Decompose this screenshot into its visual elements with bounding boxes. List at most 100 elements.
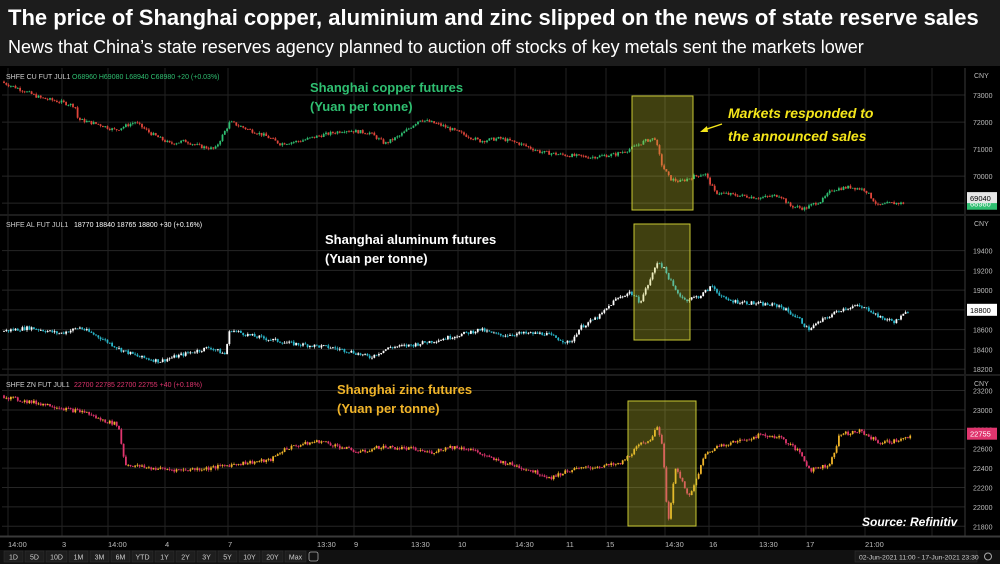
range-button-label[interactable]: YTD	[136, 555, 150, 562]
candle-body	[810, 204, 813, 206]
range-button-label[interactable]: 10Y	[243, 555, 256, 562]
candle-body	[357, 452, 360, 453]
candle-body	[541, 475, 544, 477]
candle-body	[734, 300, 737, 303]
candle-body	[44, 331, 47, 333]
candle-body	[396, 136, 399, 138]
candle-body	[771, 195, 774, 197]
candle-body	[244, 335, 247, 336]
candle-body	[357, 353, 360, 355]
candle-body	[56, 331, 58, 334]
candle-body	[83, 119, 86, 123]
candle-body	[26, 326, 28, 331]
candle-body	[350, 131, 353, 133]
candle-body	[605, 463, 608, 466]
range-button-10d[interactable]	[45, 550, 68, 563]
candle-body	[173, 143, 176, 145]
candle-body	[235, 330, 238, 332]
range-button-label[interactable]: 1D	[9, 555, 18, 562]
range-button-2y[interactable]	[175, 550, 196, 563]
candle-body	[483, 328, 486, 332]
candle-body	[755, 198, 757, 200]
range-button-label[interactable]: 3Y	[202, 555, 211, 562]
candle-body	[141, 465, 143, 467]
candle-body	[249, 461, 251, 464]
candle-body	[571, 153, 573, 158]
candle-body	[815, 467, 817, 469]
candle-body	[447, 336, 449, 340]
candle-body	[695, 175, 698, 176]
candle-body	[276, 140, 279, 144]
candle-body	[833, 311, 836, 315]
candle-body	[693, 485, 695, 492]
range-button-label[interactable]: 1M	[74, 555, 84, 562]
candle-body	[522, 143, 525, 145]
range-button-max[interactable]	[284, 550, 307, 563]
candle-body	[127, 350, 130, 354]
range-button-6m[interactable]	[110, 550, 131, 563]
range-button-3y[interactable]	[196, 550, 217, 563]
candle-body	[221, 134, 224, 142]
candle-body	[716, 289, 718, 293]
candle-body	[336, 348, 339, 350]
range-button-1y[interactable]	[154, 550, 175, 563]
candle-body	[718, 446, 721, 447]
candle-body	[302, 140, 304, 142]
candle-body	[72, 103, 74, 108]
range-button-3m[interactable]	[89, 550, 110, 563]
candle-body	[26, 400, 28, 404]
range-button-label[interactable]: 5D	[30, 555, 39, 562]
settings-gear-icon[interactable]	[984, 552, 992, 561]
candle-body	[626, 151, 629, 153]
range-button-label[interactable]: 5Y	[223, 555, 232, 562]
range-button-label[interactable]: 20Y	[266, 555, 279, 562]
candle-body	[187, 142, 189, 144]
range-button-label[interactable]: 3M	[95, 555, 105, 562]
candle-body	[396, 448, 399, 450]
candle-body	[246, 463, 249, 465]
candle-body	[217, 465, 219, 469]
candle-body	[180, 353, 182, 355]
candle-body	[37, 95, 40, 98]
candle-body	[10, 396, 12, 400]
candle-body	[808, 326, 810, 331]
candle-body	[194, 468, 196, 470]
candle-body	[642, 294, 645, 302]
candle-body	[686, 178, 688, 182]
range-button-label[interactable]: 2Y	[181, 555, 190, 562]
candle-body	[548, 332, 550, 334]
candle-body	[299, 141, 302, 143]
range-button-10y[interactable]	[238, 550, 261, 563]
range-button-ytd[interactable]	[131, 550, 154, 563]
candle-body	[108, 128, 111, 131]
candle-body	[240, 126, 242, 127]
candle-body	[412, 345, 415, 347]
candle-body	[789, 444, 792, 445]
candle-body	[798, 317, 801, 319]
candle-body	[134, 122, 136, 124]
candle-body	[62, 332, 65, 334]
calendar-icon[interactable]	[308, 551, 319, 562]
candle-body	[212, 466, 215, 468]
range-button-label[interactable]: 6M	[116, 555, 126, 562]
candle-body	[888, 202, 891, 203]
range-button-label[interactable]: 10D	[50, 555, 63, 562]
range-button-5y[interactable]	[217, 550, 238, 563]
candle-body	[7, 397, 10, 400]
range-button-label[interactable]: Max	[289, 555, 303, 562]
range-button-1m[interactable]	[68, 550, 89, 563]
candle-body	[306, 344, 309, 348]
candle-body	[780, 196, 783, 198]
range-button-label[interactable]: 1Y	[160, 555, 169, 562]
candle-body	[299, 344, 302, 346]
candle-body	[870, 436, 872, 440]
candle-body	[591, 467, 594, 469]
candle-body	[203, 469, 205, 471]
range-button-5d[interactable]	[24, 550, 45, 563]
range-button-20y[interactable]	[261, 550, 284, 563]
candle-body	[343, 132, 346, 133]
candle-body	[403, 446, 406, 448]
candle-body	[810, 468, 813, 472]
candle-body	[479, 452, 481, 455]
range-button-1d[interactable]	[3, 550, 24, 563]
